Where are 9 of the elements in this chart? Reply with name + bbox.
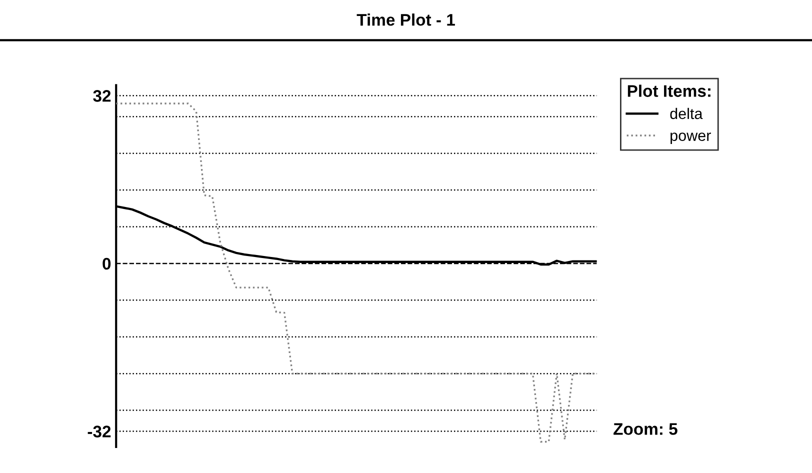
line-series: [116, 102, 597, 443]
text: Zoom: 5: [614, 423, 678, 435]
legend-label: delta: [670, 108, 703, 120]
legend-title: Plot Items:: [628, 84, 710, 97]
y-tick-label: 32: [93, 90, 111, 102]
legend-label: power: [670, 132, 711, 144]
chart-title: Time Plot - 1: [356, 14, 455, 26]
y-tick-label: -32: [88, 426, 111, 438]
y-tick-label: 0: [102, 258, 111, 270]
